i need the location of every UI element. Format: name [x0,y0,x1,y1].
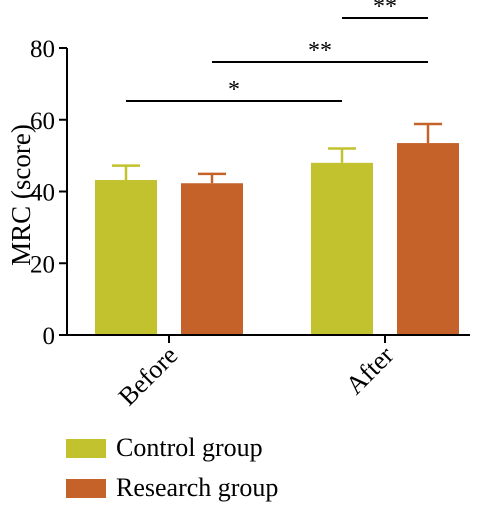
legend-item-control: Control group [66,428,278,468]
x-axis: Before After [67,334,470,412]
bars [95,122,459,335]
x-tick-label-before: Before [113,341,184,412]
bar-before-control-group [95,180,157,335]
significance-brackets: ***** [126,0,428,103]
legend-swatch-control [66,438,106,458]
legend-label-control: Control group [116,433,263,462]
y-axis: 0 20 40 60 80 [30,36,68,350]
bar-after-control-group [311,162,373,335]
legend: Control group Research group [66,428,278,508]
y-tick-label-60: 60 [30,108,55,135]
y-tick-label-80: 80 [30,36,55,63]
significance-label-2: ** [308,38,332,64]
legend-swatch-research [66,478,106,498]
bar-after-research-group [397,143,459,335]
legend-label-research: Research group [116,473,279,502]
significance-label-1: * [228,77,240,103]
bar-before-research-group [181,183,243,335]
y-tick-label-40: 40 [30,180,55,207]
y-axis-label: MRC (score) [6,124,36,266]
legend-item-research: Research group [66,468,278,508]
x-tick-label-after: After [340,340,400,400]
significance-label-3: ** [373,0,397,20]
y-tick-label-20: 20 [30,251,55,278]
y-tick-label-0: 0 [43,323,56,350]
